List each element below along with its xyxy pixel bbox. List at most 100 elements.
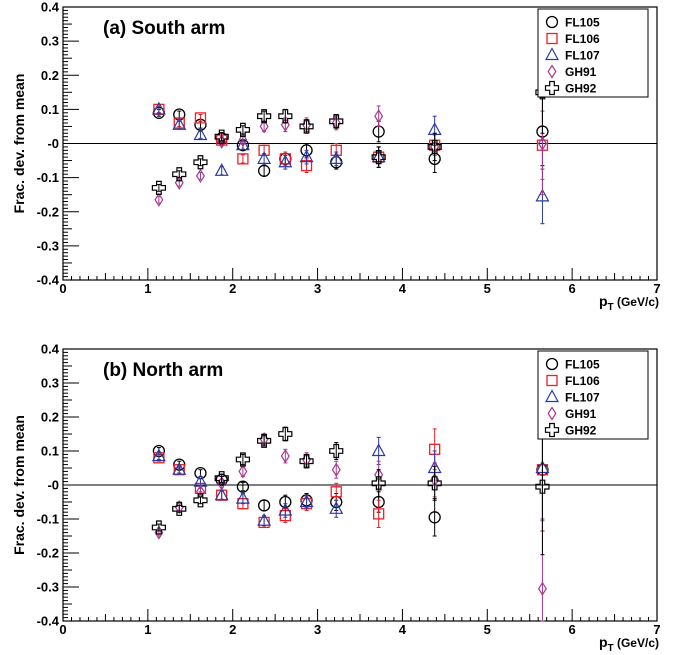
data-point bbox=[194, 112, 207, 124]
data-point bbox=[259, 119, 269, 134]
x-tick-label: 3 bbox=[314, 622, 321, 637]
data-point bbox=[172, 116, 187, 130]
data-point bbox=[329, 443, 344, 459]
data-point bbox=[193, 493, 208, 508]
y-tick-label: -0.4 bbox=[37, 273, 60, 288]
legend-marker bbox=[546, 374, 558, 387]
data-point bbox=[172, 461, 187, 475]
legend-label: GH92 bbox=[565, 424, 597, 438]
y-tick-label: 0.4 bbox=[41, 342, 60, 357]
x-axis-title: pT (GeV/c) bbox=[599, 293, 659, 313]
data-point bbox=[235, 452, 250, 467]
data-point bbox=[278, 154, 293, 168]
data-point bbox=[299, 494, 314, 508]
legend-marker bbox=[544, 80, 560, 96]
data-point bbox=[237, 153, 249, 165]
series-fl106 bbox=[153, 408, 549, 532]
legend-label: FL106 bbox=[565, 32, 600, 46]
legend-marker bbox=[544, 47, 560, 61]
legend-marker bbox=[545, 15, 559, 29]
series-fl107 bbox=[151, 101, 550, 225]
x-tick-label: 2 bbox=[229, 622, 236, 637]
data-point bbox=[278, 426, 293, 442]
y-tick-label: -0.2 bbox=[37, 546, 59, 561]
data-point bbox=[257, 499, 271, 512]
panel-north-arm: 0 1 2 3 4 5 6 7 -0.4 -0.3 -0.2 -0.1 -0 0.1 0.2 0.3 0.4 Fr… bbox=[11, 342, 661, 655]
series-fl105 bbox=[152, 408, 549, 537]
data-point bbox=[331, 462, 341, 477]
legend-box bbox=[537, 350, 649, 440]
legend-label: FL105 bbox=[565, 358, 600, 372]
y-tick-label: 0.1 bbox=[41, 444, 59, 459]
x-tick-label: 0 bbox=[59, 281, 66, 296]
data-point bbox=[278, 502, 293, 516]
series-gh92 bbox=[151, 50, 550, 195]
data-point bbox=[329, 151, 344, 164]
data-point bbox=[280, 448, 290, 464]
x-tick-label: 3 bbox=[314, 281, 321, 296]
legend-label: FL107 bbox=[565, 391, 600, 405]
legend-marker bbox=[547, 64, 557, 79]
x-tick-label: 1 bbox=[144, 622, 151, 637]
y-axis-title: Frac. dev. from mean bbox=[11, 74, 27, 214]
y-tick-label: -0.3 bbox=[37, 238, 59, 253]
series-fl105 bbox=[152, 96, 549, 177]
x-tick-label: 1 bbox=[144, 281, 151, 296]
data-point bbox=[238, 464, 248, 479]
x-tick-label: 6 bbox=[569, 281, 576, 296]
y-axis-title: Frac. dev. from mean bbox=[11, 415, 27, 555]
y-tick-label: 0.3 bbox=[41, 376, 59, 391]
y-tick-label: -0.1 bbox=[37, 170, 59, 185]
x-tick-label: 7 bbox=[653, 622, 660, 637]
y-tick-label: -0.4 bbox=[37, 614, 60, 629]
data-point bbox=[371, 150, 386, 165]
data-point bbox=[214, 163, 229, 176]
data-point bbox=[331, 115, 341, 131]
data-point bbox=[151, 180, 166, 195]
data-point bbox=[172, 167, 187, 182]
series-gh91 bbox=[154, 431, 547, 622]
legend-marker bbox=[546, 32, 558, 45]
data-point bbox=[427, 476, 442, 491]
legend-marker bbox=[544, 389, 560, 403]
y-tick-label: -0 bbox=[47, 136, 59, 151]
data-point bbox=[299, 149, 314, 163]
legend-label: FL105 bbox=[565, 16, 600, 30]
data-point bbox=[257, 151, 272, 164]
data-point bbox=[330, 486, 342, 498]
data-point bbox=[371, 443, 386, 457]
legend-box bbox=[537, 8, 649, 98]
legend-marker bbox=[544, 422, 560, 438]
data-point bbox=[537, 581, 547, 596]
data-point bbox=[329, 114, 344, 129]
data-point bbox=[373, 508, 385, 520]
data-point bbox=[257, 433, 272, 448]
x-tick-label: 5 bbox=[484, 622, 491, 637]
data-point bbox=[214, 471, 229, 486]
data-point bbox=[537, 136, 547, 151]
data-point bbox=[257, 164, 271, 177]
series-fl106 bbox=[153, 103, 549, 180]
y-tick-label: -0 bbox=[47, 478, 59, 493]
data-point bbox=[238, 132, 248, 148]
data-point bbox=[151, 448, 166, 462]
data-point bbox=[257, 512, 272, 526]
data-point bbox=[214, 487, 229, 501]
legend-marker bbox=[545, 357, 559, 371]
data-point bbox=[427, 139, 442, 155]
data-point bbox=[154, 192, 164, 207]
y-tick-label: -0.2 bbox=[37, 204, 59, 219]
data-point bbox=[374, 109, 384, 124]
legend-label: FL107 bbox=[565, 49, 600, 63]
data-point bbox=[428, 511, 441, 524]
series-fl107 bbox=[151, 416, 550, 527]
x-tick-label: 4 bbox=[399, 622, 407, 637]
data-point bbox=[535, 479, 550, 494]
panel-south-arm: 0 1 2 3 4 5 6 7 -0.4 -0.3 -0.2 -0.1 -0 0.1 0.2 0.3 0.4 Fr… bbox=[11, 0, 661, 313]
y-tick-label: 0.2 bbox=[41, 68, 59, 83]
y-tick-label: 0.4 bbox=[41, 0, 60, 15]
legend-marker bbox=[547, 406, 557, 421]
legend-label: GH91 bbox=[565, 407, 597, 421]
legend-label: FL106 bbox=[565, 374, 600, 388]
